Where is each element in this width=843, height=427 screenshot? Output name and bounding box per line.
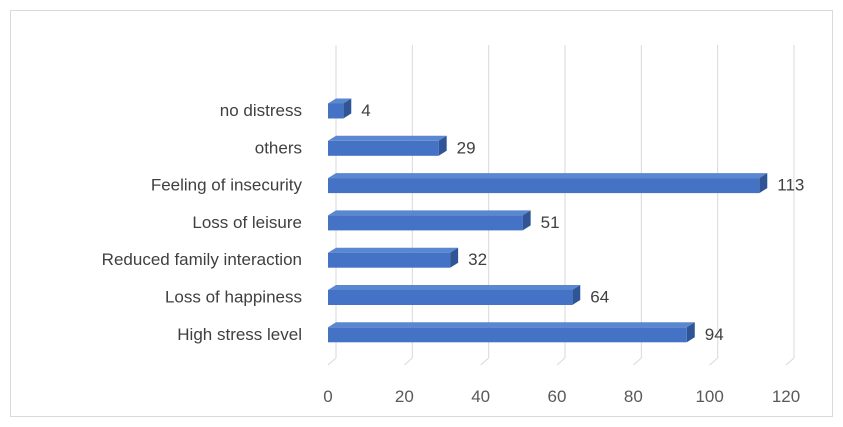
x-tick-label: 60 <box>548 387 567 406</box>
gridline-floor <box>785 357 795 366</box>
bar-side <box>686 322 695 343</box>
gridline-floor <box>404 357 413 366</box>
bar-top <box>328 247 459 253</box>
bar-top <box>328 322 695 328</box>
bar <box>328 178 760 194</box>
data-label: 29 <box>457 138 476 157</box>
bar <box>328 252 451 268</box>
category-label: Feeling of insecurity <box>151 176 303 195</box>
x-tick-label: 120 <box>772 387 800 406</box>
bar-side <box>450 247 459 268</box>
data-label: 51 <box>541 213 560 232</box>
data-label: 94 <box>705 325 724 344</box>
x-tick-label: 0 <box>323 387 332 406</box>
x-tick-label: 20 <box>395 387 414 406</box>
bar-top <box>328 135 447 141</box>
bar-side <box>522 210 531 231</box>
x-tick-label: 80 <box>624 387 643 406</box>
bar-side <box>759 173 768 194</box>
bar-top <box>328 173 768 179</box>
data-label: 32 <box>468 250 487 269</box>
gridline-floor <box>480 357 489 366</box>
bar-top <box>328 210 531 216</box>
gridline-floor <box>327 357 337 366</box>
x-tick-label: 40 <box>471 387 490 406</box>
gridline-floor <box>633 357 642 366</box>
category-label: Reduced family interaction <box>102 250 302 269</box>
bar-side <box>343 98 352 119</box>
bar-side <box>438 135 447 156</box>
category-label: High stress level <box>177 325 302 344</box>
bar-top <box>328 285 581 290</box>
bar <box>328 215 523 231</box>
x-tick-label: 100 <box>695 387 723 406</box>
bar <box>328 140 439 156</box>
bar <box>328 103 344 119</box>
data-label: 113 <box>777 176 804 195</box>
bar <box>328 290 573 305</box>
bar-side <box>572 285 581 305</box>
data-label: 4 <box>361 101 370 120</box>
category-label: Loss of leisure <box>192 213 302 232</box>
gridline-floor <box>709 357 718 366</box>
category-label: no distress <box>220 101 302 120</box>
category-label: others <box>255 138 302 157</box>
data-label: 64 <box>590 288 609 307</box>
gridline-floor <box>556 357 566 366</box>
category-label: Loss of happiness <box>165 288 302 307</box>
bar-top <box>328 98 352 104</box>
bar <box>328 327 687 343</box>
